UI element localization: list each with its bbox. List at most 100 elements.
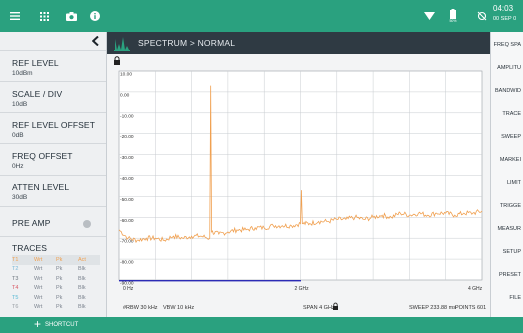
trace-mode-cell: Wrt	[34, 304, 43, 311]
trace-det-cell: Pk	[56, 275, 63, 282]
menu-item-markei[interactable]: MARKEI	[499, 157, 521, 163]
pre-amp-label: PRE AMP	[12, 218, 51, 228]
trace-1-line	[118, 85, 483, 244]
divider	[0, 236, 106, 237]
trace-id-cell: T5	[12, 294, 19, 301]
left-settings-panel: REF LEVEL 10dBm SCALE / DIV 10dB REF LEV…	[0, 32, 107, 317]
menu-item-bandwid[interactable]: BANDWID	[495, 88, 521, 94]
bottom-bar: + SHORTCUT	[0, 317, 523, 333]
pre-amp-item[interactable]: PRE AMP	[0, 218, 106, 228]
scale-div-item[interactable]: SCALE / DIV 10dB	[0, 89, 106, 108]
lock-icon	[114, 56, 120, 65]
shortcut-label: SHORTCUT	[45, 321, 79, 328]
atten-level-label: ATTEN LEVEL	[12, 182, 70, 192]
menu-item-sweep[interactable]: SWEEP	[501, 134, 521, 140]
x-tick-label: 4 GHz	[468, 286, 483, 292]
menu-icon[interactable]	[8, 0, 22, 32]
freq-offset-label: FREQ OFFSET	[12, 151, 73, 161]
trace-det-cell: Pk	[56, 294, 63, 301]
divider	[0, 112, 106, 113]
y-tick-label: -40.00	[120, 176, 134, 182]
spectrum-display[interactable]: 10.00 0.00 -10.00 -20.00 -30.00 -40.00 -50.00 -…	[107, 54, 490, 317]
trace-row[interactable]: T1 Wrt Pk Act	[12, 255, 100, 265]
sweep-readout: SWEEP 233.88 ms	[409, 305, 456, 311]
ref-level-offset-value: 0dB	[12, 132, 24, 139]
gps-icon	[475, 0, 489, 32]
trace-state-cell: Act	[78, 256, 86, 263]
x-tick-label: 0 Hz	[123, 286, 134, 292]
menu-item-limit[interactable]: LIMIT	[506, 180, 521, 186]
trace-mode-cell: Wrt	[34, 294, 43, 301]
trace-mode-cell: Wrt	[34, 256, 43, 263]
trace-det-cell: Pk	[56, 304, 63, 311]
ref-level-offset-label: REF LEVEL OFFSET	[12, 120, 95, 130]
ref-level-offset-item[interactable]: REF LEVEL OFFSET 0dB	[0, 120, 106, 139]
trace-row[interactable]: T4 Wrt Pk Blk	[12, 284, 100, 294]
trace-id-cell: T3	[12, 275, 19, 282]
trace-id-cell: T4	[12, 285, 19, 292]
trace-state-cell: Blk	[78, 304, 86, 311]
trace-id-cell: T6	[12, 304, 19, 311]
freq-offset-value: 0Hz	[12, 163, 24, 170]
divider	[0, 143, 106, 144]
scale-div-label: SCALE / DIV	[12, 89, 63, 99]
battery-icon: 50%	[446, 0, 460, 32]
trace-det-cell: Pk	[56, 266, 63, 273]
divider	[0, 175, 106, 176]
divider	[0, 81, 106, 82]
ref-level-item[interactable]: REF LEVEL 10dBm	[0, 58, 106, 77]
menu-item-setup[interactable]: SETUP	[502, 249, 521, 255]
clock: 04:03 00 SEP 0	[493, 4, 523, 24]
top-status-bar: 50% 04:03 00 SEP 0	[0, 0, 523, 32]
shortcut-button[interactable]: + SHORTCUT	[34, 317, 79, 331]
info-icon[interactable]	[88, 0, 102, 32]
menu-item-measur[interactable]: MEASUR	[497, 226, 521, 232]
atten-level-item[interactable]: ATTEN LEVEL 30dB	[0, 182, 106, 201]
ref-level-label: REF LEVEL	[12, 58, 59, 68]
traces-label: TRACES	[12, 243, 48, 253]
plus-icon: +	[34, 317, 42, 331]
wifi-icon	[422, 0, 436, 32]
trace-row[interactable]: T6 Wrt Pk Blk	[12, 303, 100, 313]
pre-amp-toggle[interactable]	[83, 220, 91, 228]
menu-item-file[interactable]: FILE	[509, 295, 521, 301]
spectrum-mode-icon[interactable]	[114, 35, 130, 51]
span-lock-icon	[333, 302, 338, 310]
ref-level-value: 10dBm	[12, 70, 33, 77]
y-tick-label: 10.00	[120, 72, 132, 78]
menu-item-preset[interactable]: PRESET	[498, 272, 521, 278]
y-tick-label: -50.00	[120, 197, 134, 203]
trace-row[interactable]: T3 Wrt Pk Blk	[12, 274, 100, 284]
menu-item-trigge[interactable]: TRIGGE	[499, 203, 521, 209]
clock-date: 00 SEP 0	[493, 16, 517, 22]
trace-state-cell: Blk	[78, 294, 86, 301]
clock-time: 04:03	[493, 4, 514, 13]
y-tick-label: -90.00	[120, 281, 134, 287]
measurement-title-bar: SPECTRUM > NORMAL	[107, 32, 490, 54]
traces-header: TRACES	[0, 243, 106, 253]
spectrum-plot[interactable]: 10.00 0.00 -10.00 -20.00 -30.00 -40.00 -50.00 -…	[107, 54, 490, 317]
y-tick-label: 0.00	[120, 92, 130, 98]
menu-item-amplitu[interactable]: AMPLITU	[497, 65, 521, 71]
trace-mode-cell: Wrt	[34, 285, 43, 292]
trace-id-cell: T1	[12, 256, 19, 263]
camera-icon[interactable]	[64, 0, 78, 32]
trace-id-cell: T2	[12, 266, 19, 273]
grid-apps-icon[interactable]	[37, 0, 51, 32]
trace-state-cell: Blk	[78, 275, 86, 282]
divider	[0, 206, 106, 207]
traces-table: T1 Wrt Pk Act T2 Wrt Pk Blk T3 Wrt Pk Blk T4 Wrt Pk Blk…	[12, 255, 100, 312]
trace-row[interactable]: T2 Wrt Pk Blk	[12, 265, 100, 275]
divider	[0, 50, 106, 51]
freq-offset-item[interactable]: FREQ OFFSET 0Hz	[0, 151, 106, 170]
menu-item-trace[interactable]: TRACE	[502, 111, 521, 117]
collapse-chevron-icon[interactable]	[88, 34, 102, 48]
trace-mode-cell: Wrt	[34, 266, 43, 273]
y-tick-label: -70.00	[120, 239, 134, 245]
span-readout: SPAN 4 GHz	[303, 305, 335, 311]
trace-mode-cell: Wrt	[34, 275, 43, 282]
y-tick-label: -60.00	[120, 218, 134, 224]
trace-row[interactable]: T5 Wrt Pk Blk	[12, 293, 100, 303]
menu-item-freq-spa[interactable]: FREQ SPA	[493, 42, 521, 48]
y-tick-label: -10.00	[120, 113, 134, 119]
